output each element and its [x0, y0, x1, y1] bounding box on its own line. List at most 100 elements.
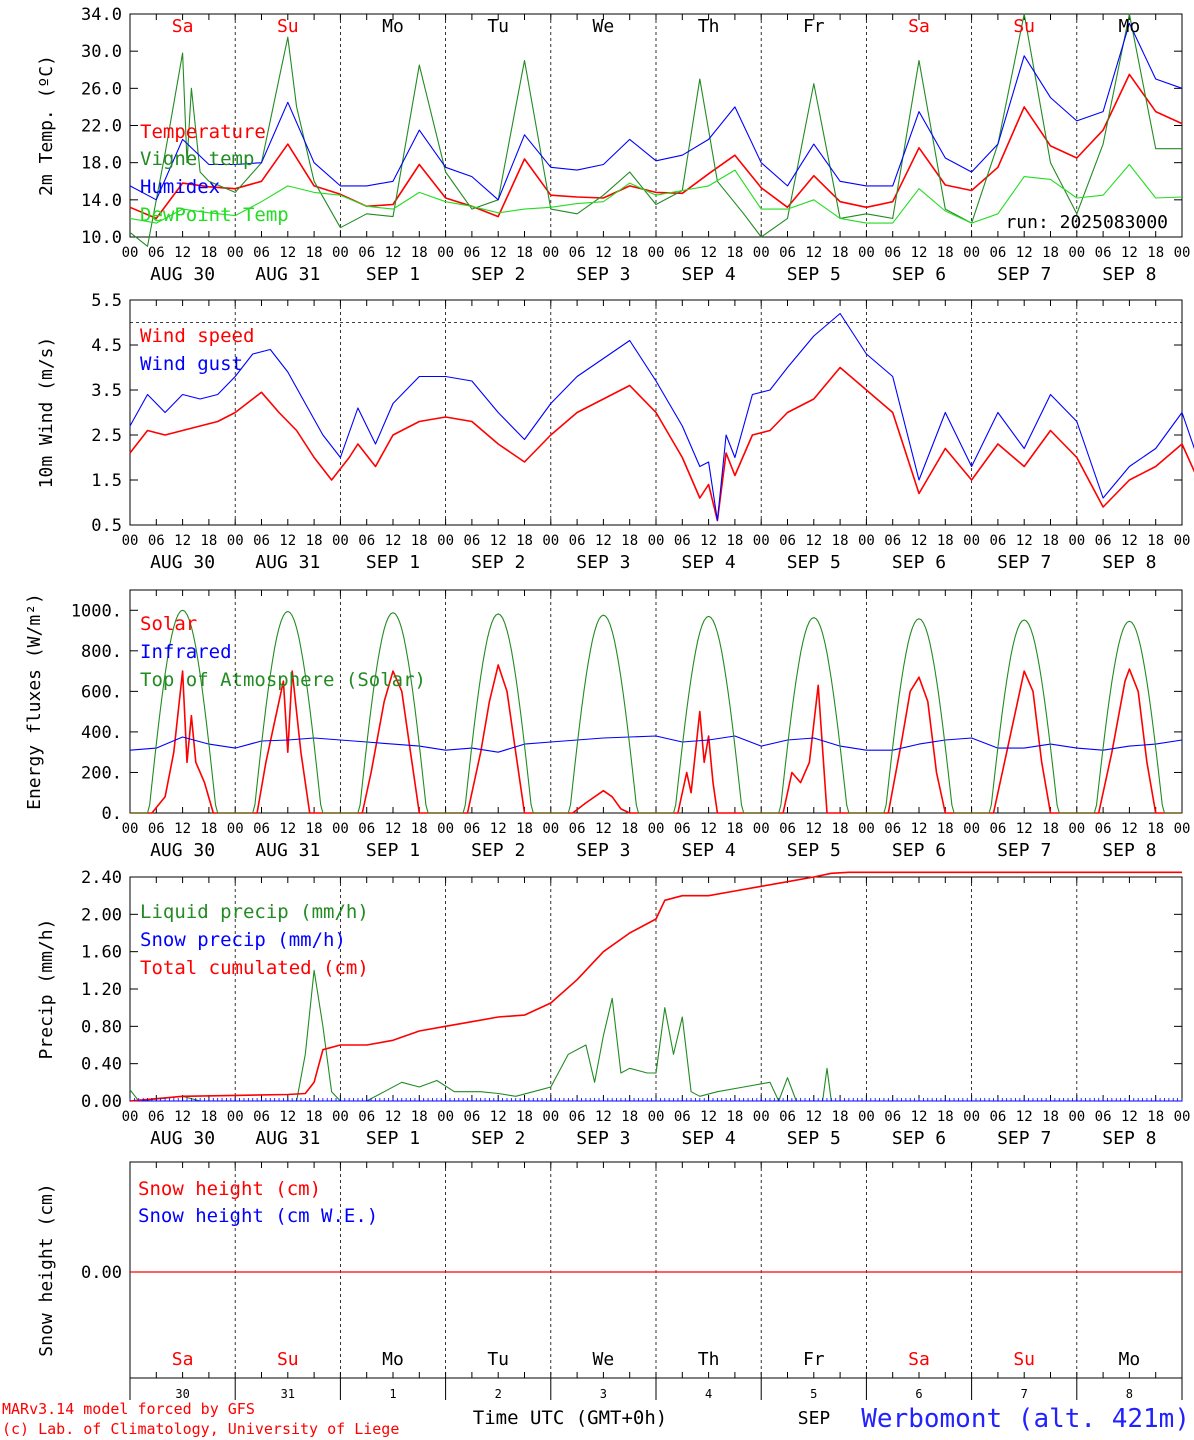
hour-label: 00: [1068, 821, 1085, 837]
date-label: SEP 7: [997, 552, 1051, 573]
weekday-label: We: [593, 16, 615, 37]
hour-label: 18: [306, 821, 323, 837]
hour-label: 18: [411, 245, 428, 261]
month-label: SEP: [798, 1408, 831, 1429]
y-axis-label: 2m Temp. (ºC): [36, 55, 57, 196]
hour-label: 06: [148, 821, 165, 837]
hour-label: 18: [726, 1109, 743, 1125]
date-label: SEP 8: [1102, 840, 1156, 861]
hour-label: 06: [1095, 1109, 1112, 1125]
date-label: SEP 8: [1102, 552, 1156, 573]
hour-label: 00: [858, 533, 875, 549]
day-number-label: 7: [1021, 1387, 1028, 1401]
hour-label: 12: [279, 1109, 296, 1125]
hour-label: 18: [200, 533, 217, 549]
day-number-label: 31: [281, 1387, 295, 1401]
y-tick-label: 34.0: [81, 5, 122, 25]
hour-label: 12: [805, 821, 822, 837]
hour-label: 00: [332, 533, 349, 549]
series-line: [129, 163, 1183, 224]
series-line: [129, 735, 1183, 753]
weekday-label: Tu: [487, 16, 509, 37]
legend-label: Wind speed: [140, 325, 254, 347]
hour-label: 12: [1121, 821, 1138, 837]
hour-label: 06: [253, 821, 270, 837]
hour-label: 18: [726, 821, 743, 837]
hour-label: 12: [700, 821, 717, 837]
hour-label: 12: [490, 533, 507, 549]
hour-label: 06: [358, 821, 375, 837]
hour-label: 06: [253, 533, 270, 549]
hour-label: 12: [700, 245, 717, 261]
series-line: [129, 366, 1194, 522]
hour-label: 00: [858, 1109, 875, 1125]
y-tick-label: 0.5: [91, 516, 122, 536]
date-label: SEP 7: [997, 840, 1051, 861]
panel-frame: [129, 589, 1183, 814]
date-label: SEP 6: [892, 1128, 946, 1149]
hour-label: 18: [1042, 533, 1059, 549]
date-label: SEP 5: [787, 1128, 841, 1149]
series-line: [129, 13, 1182, 247]
hour-label: 00: [753, 245, 770, 261]
y-tick-label: 1.5: [91, 471, 122, 491]
y-tick-label: 1.20: [81, 980, 122, 1000]
hour-label: 12: [595, 1109, 612, 1125]
hour-label: 18: [200, 1109, 217, 1125]
hour-label: 06: [569, 821, 586, 837]
legend-label: Snow height (cm W.E.): [138, 1205, 378, 1227]
weekday-label: Mo: [382, 1349, 404, 1370]
weekday-label: Sa: [908, 1349, 930, 1370]
day-number-label: 5: [810, 1387, 817, 1401]
legend-label: Temperature: [140, 121, 266, 143]
date-label: SEP 2: [471, 840, 525, 861]
hour-label: 06: [674, 245, 691, 261]
hour-label: 12: [1016, 1109, 1033, 1125]
hour-label: 12: [595, 821, 612, 837]
hour-label: 06: [674, 533, 691, 549]
hour-label: 00: [963, 245, 980, 261]
hour-label: 18: [1147, 821, 1164, 837]
hour-label: 06: [148, 1109, 165, 1125]
date-label: SEP 1: [366, 1128, 420, 1149]
hour-label: 18: [832, 533, 849, 549]
date-label: SEP 1: [366, 840, 420, 861]
y-tick-label: 200.: [81, 763, 122, 783]
hour-label: 12: [911, 1109, 928, 1125]
hour-label: 00: [122, 245, 139, 261]
legend-label: Snow precip (mm/h): [140, 929, 346, 951]
hour-label: 06: [1095, 245, 1112, 261]
hour-label: 06: [884, 245, 901, 261]
hour-label: 00: [122, 1109, 139, 1125]
date-label: SEP 2: [471, 552, 525, 573]
hour-label: 06: [674, 821, 691, 837]
hour-label: 00: [332, 821, 349, 837]
hour-label: 06: [569, 1109, 586, 1125]
hour-label: 06: [463, 533, 480, 549]
hour-label: 18: [937, 821, 954, 837]
weekday-label: Su: [277, 1349, 299, 1370]
legend-label: Solar: [140, 613, 197, 635]
legend-label: Top of Atmosphere (Solar): [140, 669, 426, 691]
weekday-label: Mo: [382, 16, 404, 37]
weekday-label: Th: [698, 16, 720, 37]
date-label: AUG 31: [255, 552, 320, 573]
series-layer: [129, 13, 1194, 1273]
hour-label: 00: [753, 533, 770, 549]
y-tick-label: 0.00: [81, 1092, 122, 1112]
hour-label: 06: [253, 245, 270, 261]
hour-label: 18: [411, 533, 428, 549]
date-label: SEP 7: [997, 264, 1051, 285]
day-number-label: 6: [915, 1387, 922, 1401]
day-number-label: 2: [495, 1387, 502, 1401]
date-label: AUG 30: [150, 264, 215, 285]
hour-label: 18: [726, 245, 743, 261]
weekday-label: Su: [1013, 1349, 1035, 1370]
legend-label: Liquid precip (mm/h): [140, 901, 369, 923]
text-layer: 10.0 14.0 18.0 22.0 26.0 30.0 34.0 2m Temp. (ºC…: [24, 5, 1190, 1401]
date-label: AUG 31: [255, 264, 320, 285]
series-line: [129, 969, 1182, 1102]
hour-label: 18: [621, 821, 638, 837]
y-tick-label: 0.: [102, 804, 122, 824]
hour-label: 18: [832, 821, 849, 837]
